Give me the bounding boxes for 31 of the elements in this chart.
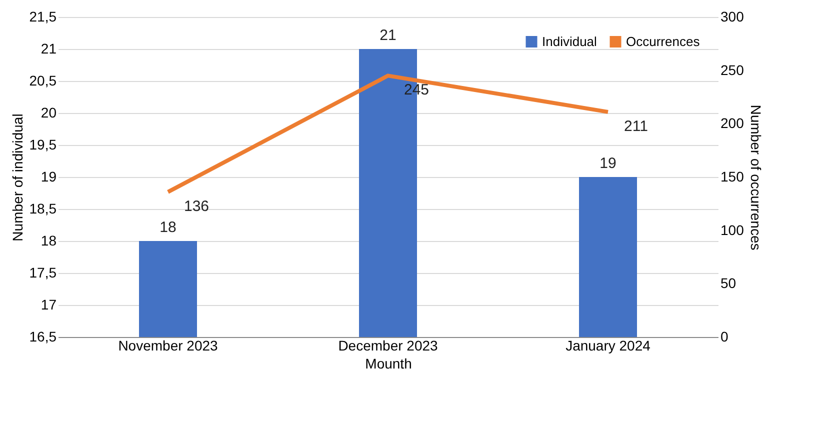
y2-tick-label: 0 [720,328,728,344]
data-label: 136 [184,198,210,215]
y2-tick-label: 250 [720,62,744,78]
y2-tick-label: 200 [720,115,744,132]
data-label: 19 [600,155,616,172]
y-tick-label: 20 [40,104,57,120]
x-tick-label: December 2023 [338,338,438,354]
x-tick-label: November 2023 [118,338,218,354]
y-tick-label: 20,5 [29,72,57,88]
y2-tick-label: 50 [720,275,736,292]
legend-label: Individual [542,34,598,49]
legend-label: Occurrences [626,34,700,49]
y-tick-label: 16,5 [29,328,57,344]
data-label: 21 [380,27,396,44]
data-label: 211 [624,118,648,135]
y2-tick-label: 150 [720,168,744,184]
y-tick-label: 21,5 [29,8,57,24]
y-tick-label: 21 [40,40,57,56]
y-tick-label: 17 [40,296,57,312]
x-axis-title: Mounth [365,356,412,372]
y-tick-label: 18,5 [29,200,57,216]
x-tick-label: January 2024 [566,338,651,354]
y-tick-label: 18 [40,232,57,248]
y-tick-label: 17,5 [29,264,57,280]
y-tick-label: 19 [40,168,57,184]
y-tick-label: 19,5 [29,136,57,152]
y2-axis-title: Number of occurrences [748,104,764,250]
y2-tick-label: 100 [720,222,744,238]
data-label: 18 [160,219,176,236]
y-axis-title: Number of individual [9,114,26,242]
y2-tick-label: 300 [720,8,744,24]
